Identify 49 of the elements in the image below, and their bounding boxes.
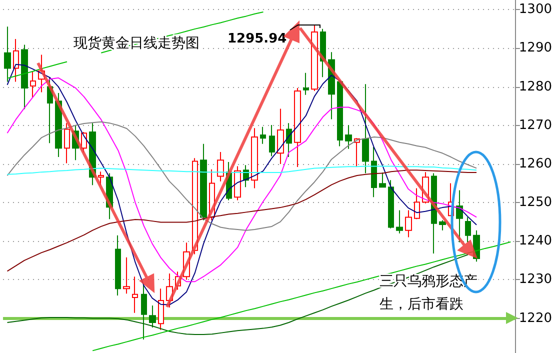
candlestick <box>294 87 301 168</box>
candlestick <box>439 220 446 231</box>
line-series <box>6 121 478 231</box>
candlestick <box>132 276 138 314</box>
candlestick <box>251 128 258 189</box>
y-tick-label: 1270 <box>518 118 552 133</box>
candlestick <box>277 108 284 164</box>
candlestick <box>371 146 377 198</box>
candlestick <box>200 143 207 221</box>
y-tick-label: 1220 <box>518 310 552 326</box>
candlestick <box>30 71 36 98</box>
candlestick <box>123 256 130 294</box>
candlestick <box>21 44 28 110</box>
candlestick <box>149 305 156 328</box>
line-series <box>92 241 512 352</box>
annotation: 1295.94 <box>228 32 287 46</box>
candlestick <box>234 166 241 201</box>
candlestick <box>405 210 412 238</box>
candlestick <box>217 152 224 182</box>
candlestick <box>337 81 343 147</box>
y-tick-label: 1300 <box>518 2 552 18</box>
candlestick <box>98 171 104 186</box>
candlestick <box>311 24 318 92</box>
y-tick-label: 1250 <box>518 195 552 210</box>
candlestick <box>465 216 471 243</box>
candlestick <box>414 188 420 220</box>
candlestick <box>362 84 369 174</box>
candlestick <box>141 284 147 340</box>
candlestick <box>456 190 463 243</box>
candlestick <box>303 72 309 96</box>
y-tick-label: 1230 <box>518 272 552 288</box>
candlestick <box>13 38 19 82</box>
line-series <box>6 166 478 175</box>
y-tick-label: 1280 <box>518 79 552 94</box>
candlestick <box>4 26 11 82</box>
candlestick <box>64 122 70 164</box>
candlestick <box>158 288 164 330</box>
y-tick-label: 1290 <box>518 40 552 56</box>
y-tick-label: 1260 <box>518 156 552 172</box>
y-tick-label: 1240 <box>518 234 552 249</box>
candlestick <box>115 234 121 296</box>
candlestick <box>388 180 394 229</box>
candlestick <box>345 124 352 150</box>
candlestick <box>396 210 403 234</box>
candlestick <box>286 122 292 158</box>
candlestick <box>260 126 266 144</box>
candlestick <box>269 124 275 157</box>
line-series <box>6 170 478 272</box>
candlestick <box>379 172 386 188</box>
